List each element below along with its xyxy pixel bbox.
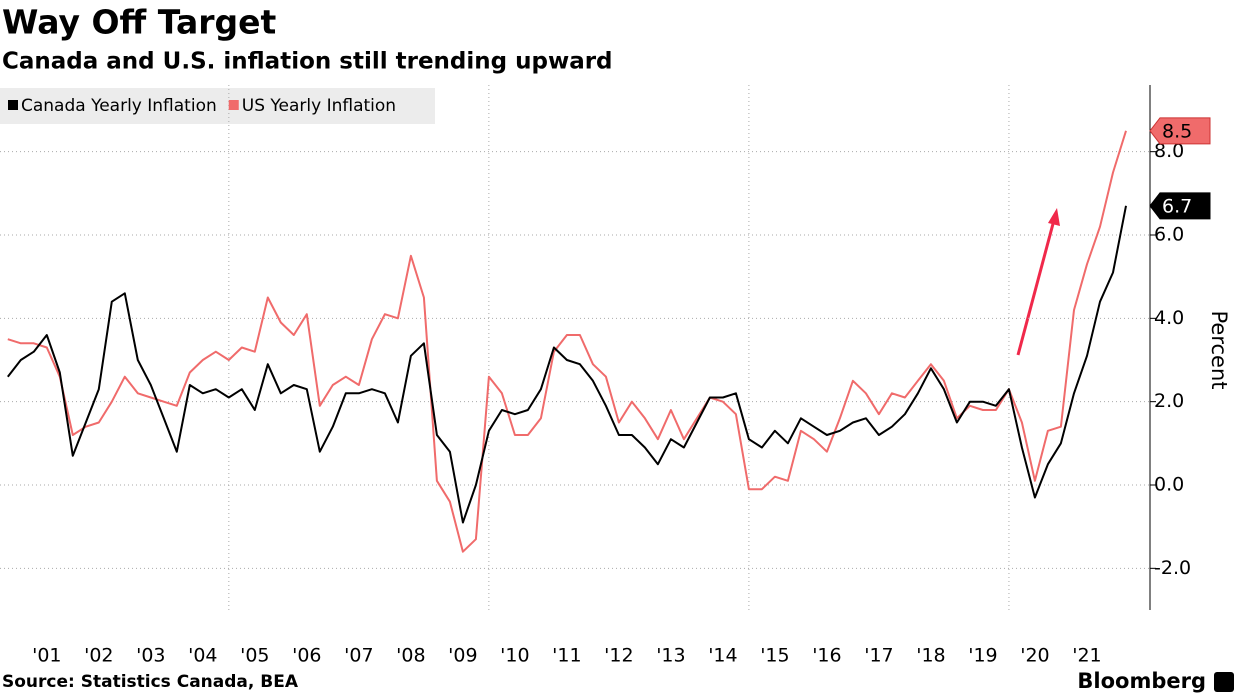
x-tick-label: '07: [344, 645, 373, 667]
y-tick-label: 2.0: [1154, 390, 1184, 412]
x-tick-label: '17: [864, 645, 893, 667]
y-tick-label: 0.0: [1154, 474, 1184, 496]
x-tick-label: '11: [552, 645, 581, 667]
x-tick-label: '21: [1072, 645, 1101, 667]
x-tick-label: '14: [708, 645, 737, 667]
x-tick-label: '04: [188, 645, 217, 667]
line-series: [7, 130, 1127, 553]
end-tag-label: 6.7: [1162, 195, 1192, 217]
legend-swatch: [228, 100, 239, 110]
x-tick-label: '01: [32, 645, 61, 667]
x-tick-label: '09: [448, 645, 477, 667]
x-tick-label: '20: [1020, 645, 1049, 667]
x-tick-label: '16: [812, 645, 841, 667]
legend-box: [0, 88, 435, 124]
end-tag: [1149, 117, 1211, 145]
y-tick-label: 8.0: [1154, 140, 1184, 162]
x-tick-label: '03: [136, 645, 165, 667]
x-tick-label: '08: [396, 645, 425, 667]
y-tick-label: 6.0: [1154, 224, 1184, 246]
x-tick-label: '12: [604, 645, 633, 667]
brand: Bloomberg: [1077, 669, 1206, 693]
source: Source: Statistics Canada, BEA: [2, 672, 299, 692]
x-tick-label: '10: [500, 645, 529, 667]
trend-arrow-head: [1048, 208, 1060, 226]
x-tick-label: '15: [760, 645, 789, 667]
x-tick-label: '02: [84, 645, 113, 667]
legend-label: US Yearly Inflation: [242, 96, 396, 116]
x-tick-label: '18: [916, 645, 945, 667]
chart-subtitle: Canada and U.S. inflation still trending…: [2, 49, 613, 75]
end-tag-label: 8.5: [1162, 120, 1192, 142]
y-tick-label: 4.0: [1154, 307, 1184, 329]
x-tick-label: '05: [240, 645, 269, 667]
x-tick-label: '06: [292, 645, 321, 667]
x-tick-label: '19: [968, 645, 997, 667]
chart-title: Way Off Target: [2, 3, 277, 42]
brand-icon: [1214, 672, 1234, 692]
y-tick-label: -2.0: [1154, 557, 1191, 579]
end-tag: [1149, 192, 1211, 220]
line-series: [7, 205, 1127, 524]
legend-swatch: [8, 100, 18, 110]
x-tick-label: '13: [656, 645, 685, 667]
legend-label: Canada Yearly Inflation: [21, 96, 217, 116]
trend-arrow: [1016, 219, 1056, 356]
y-axis-label: Percent: [1207, 310, 1231, 389]
